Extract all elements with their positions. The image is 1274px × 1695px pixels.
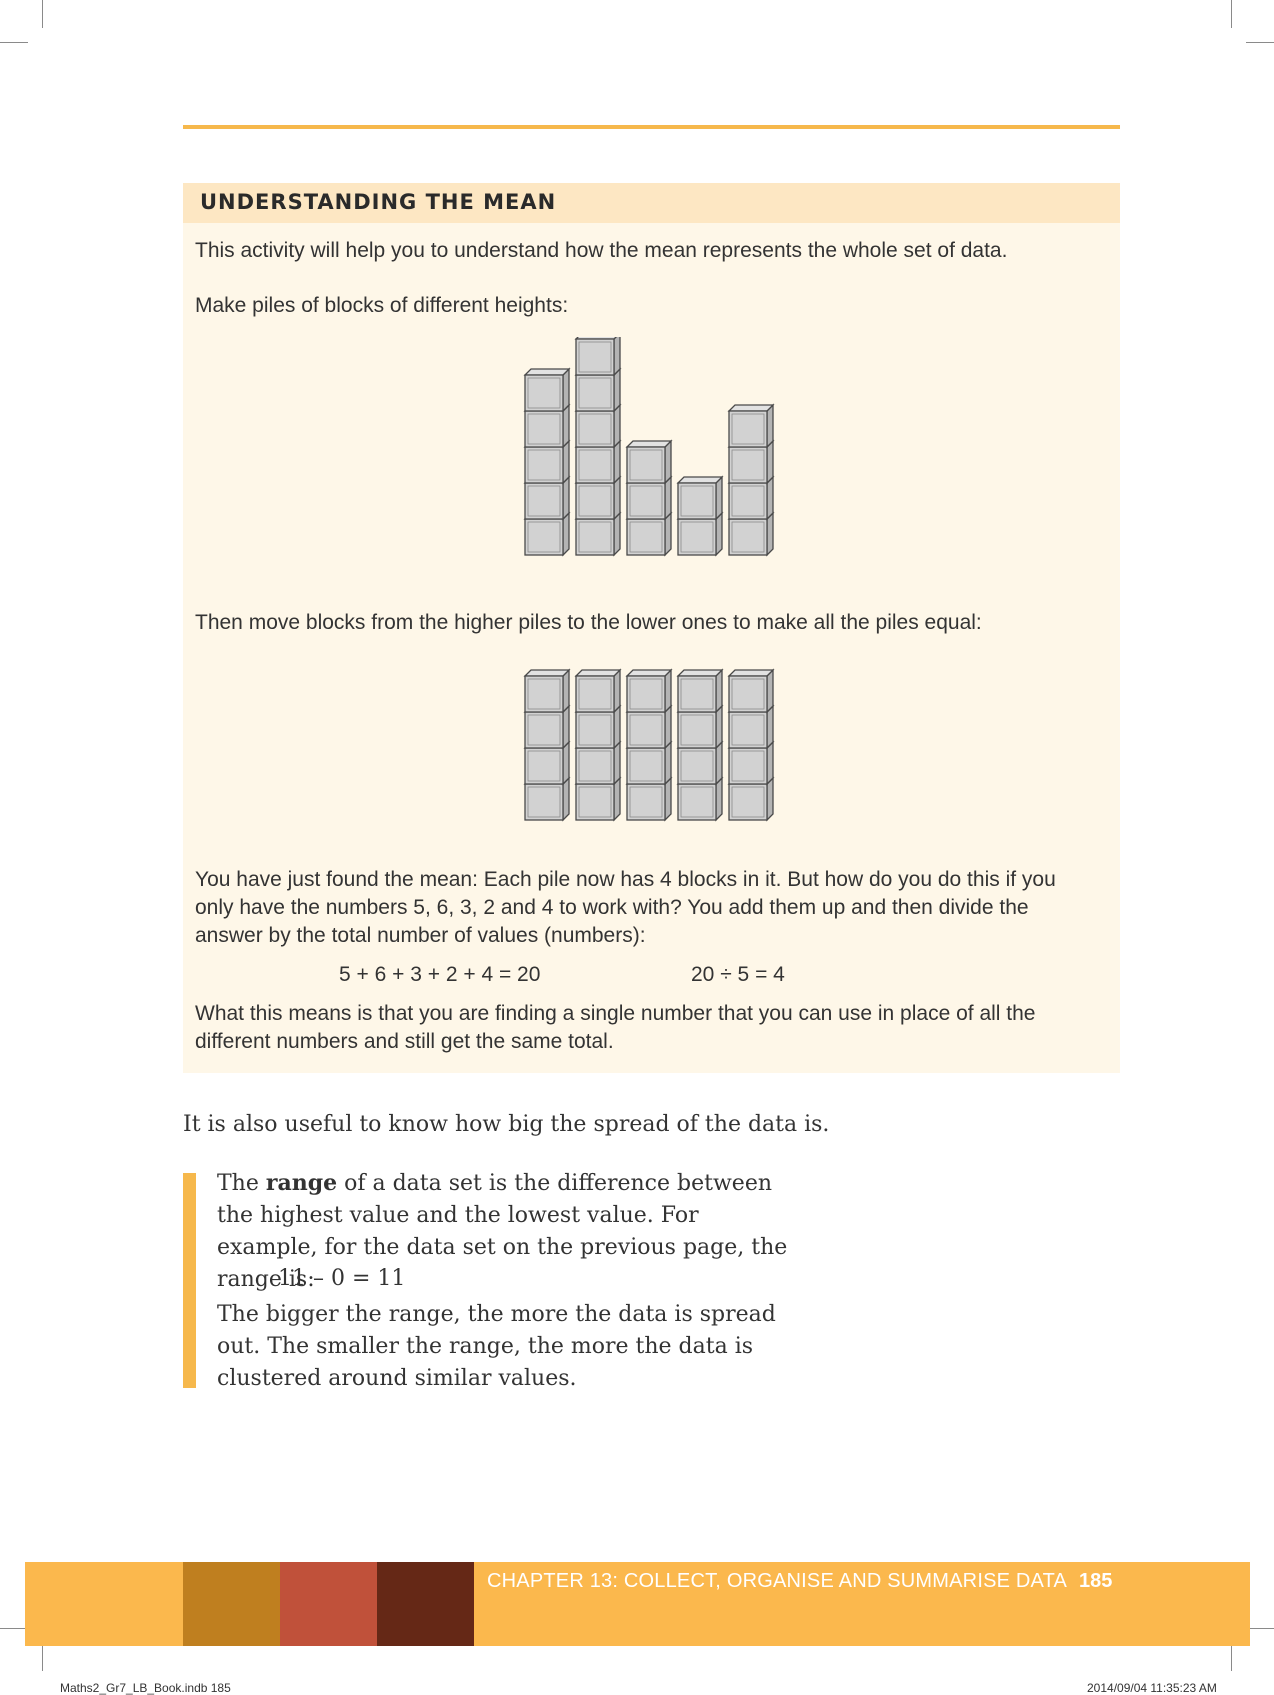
block-pile	[676, 668, 724, 822]
crop-mark	[1231, 1643, 1232, 1671]
block-cube	[625, 439, 673, 485]
crop-mark	[0, 42, 28, 43]
footer-color-swatch	[377, 1562, 474, 1646]
page-number: 185	[1079, 1570, 1113, 1592]
block-cube	[574, 337, 621, 377]
range-definition-pre: The	[217, 1171, 266, 1196]
activity-header: UNDERSTANDING THE MEAN	[183, 183, 1120, 223]
activity-box: UNDERSTANDING THE MEAN This activity wil…	[183, 183, 1120, 1073]
block-cube	[523, 668, 571, 714]
crop-mark	[0, 1628, 28, 1629]
block-pile	[574, 668, 622, 822]
block-cube	[625, 668, 673, 714]
block-pile	[625, 668, 673, 822]
block-piles-after	[523, 668, 775, 822]
range-side-bar	[183, 1173, 196, 1388]
block-cube	[574, 668, 622, 714]
activity-step-2: Then move blocks from the higher piles t…	[195, 611, 982, 634]
block-cube	[676, 668, 724, 714]
crop-mark	[1231, 0, 1232, 28]
activity-title: UNDERSTANDING THE MEAN	[200, 190, 557, 214]
block-cube	[727, 403, 775, 449]
block-pile	[625, 439, 673, 557]
range-closing: The bigger the range, the more the data …	[217, 1302, 776, 1391]
range-example: 11 – 0 = 11	[278, 1266, 406, 1291]
block-pile	[523, 668, 571, 822]
equation-sum: 5 + 6 + 3 + 2 + 4 = 20	[339, 963, 541, 986]
slug-timestamp: 2014/09/04 11:35:23 AM	[1087, 1681, 1217, 1695]
block-pile	[523, 367, 571, 557]
crop-mark	[1246, 42, 1274, 43]
block-pile	[676, 475, 724, 557]
crop-mark	[42, 1643, 43, 1671]
block-pile	[727, 668, 775, 822]
range-definition-post: of a data set is the difference between …	[217, 1171, 788, 1292]
activity-explanation: You have just found the mean: Each pile …	[195, 868, 1056, 947]
activity-step-1: Make piles of blocks of different height…	[195, 294, 569, 317]
activity-intro: This activity will help you to understan…	[195, 239, 1008, 262]
spread-intro: It is also useful to know how big the sp…	[183, 1112, 830, 1137]
footer-color-swatch	[280, 1562, 377, 1646]
block-pile	[727, 403, 775, 557]
chapter-title: CHAPTER 13: COLLECT, ORGANISE AND SUMMAR…	[487, 1570, 1068, 1592]
range-term: range	[265, 1170, 338, 1196]
equation-division: 20 ÷ 5 = 4	[691, 963, 785, 986]
block-piles-before	[523, 337, 775, 557]
block-cube	[523, 367, 571, 413]
crop-mark	[42, 0, 43, 28]
block-cube	[676, 475, 724, 521]
top-rule	[183, 125, 1120, 129]
activity-conclusion: What this means is that you are finding …	[195, 1002, 1036, 1053]
footer-color-swatch	[183, 1562, 280, 1646]
block-cube	[727, 668, 775, 714]
range-definition: The range of a data set is the differenc…	[217, 1167, 792, 1296]
crop-mark	[1246, 1628, 1274, 1629]
block-pile	[574, 337, 622, 557]
slug-file: Maths2_Gr7_LB_Book.indb 185	[60, 1681, 231, 1695]
